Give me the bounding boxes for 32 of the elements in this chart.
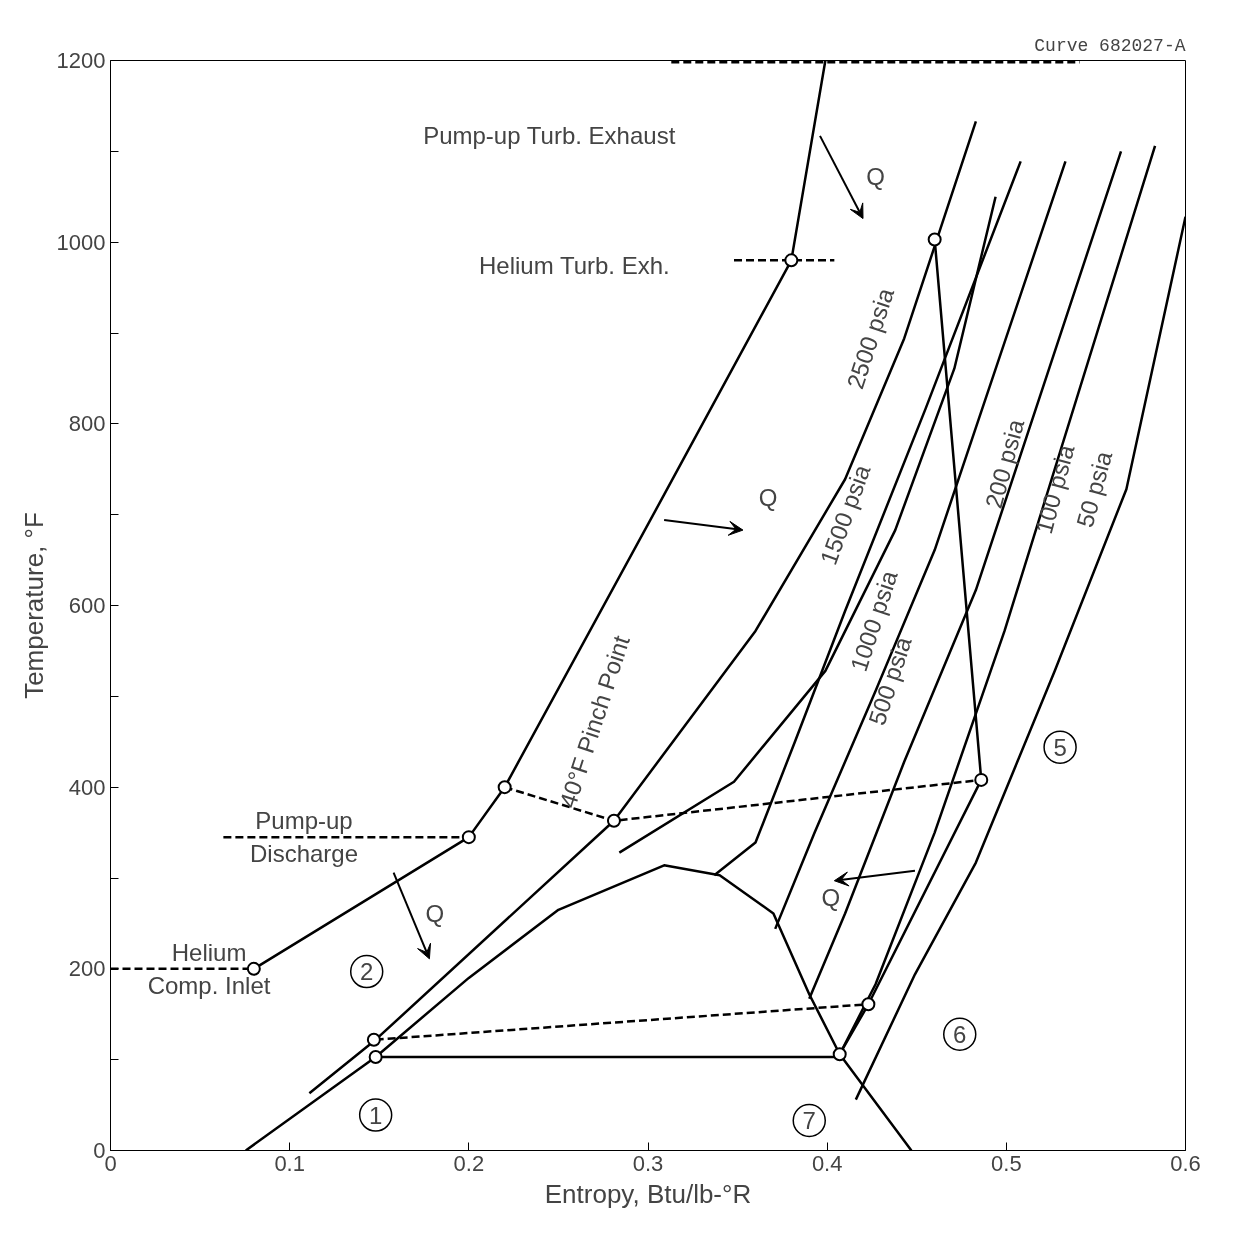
annotation: 7 bbox=[802, 1107, 816, 1135]
annotation: Pump-up Turb. Exhaust bbox=[423, 122, 676, 150]
text: Curve 682027-A bbox=[1034, 35, 1186, 56]
annotation: Helium Comp. Inlet bbox=[147, 939, 271, 999]
annotation: Q bbox=[821, 884, 841, 912]
x-tick-label: 0.5 bbox=[991, 1150, 1022, 1176]
y-tick-label: 1000 bbox=[56, 229, 106, 255]
annotation: 6 bbox=[953, 1020, 967, 1048]
x-tick-label: 0.2 bbox=[453, 1150, 485, 1176]
y-tick-label: 400 bbox=[68, 774, 106, 800]
annotation: Helium Turb. Exh. bbox=[478, 252, 670, 280]
annotation: 1 bbox=[368, 1101, 383, 1129]
annotation: Q bbox=[425, 899, 445, 927]
x-tick-label: 0.3 bbox=[632, 1150, 664, 1176]
annotation: 200 psia bbox=[979, 415, 1030, 512]
x-axis-title: Entropy, Btu/lb-°R bbox=[544, 1178, 752, 1209]
x-tick-label: 0.6 bbox=[1170, 1150, 1201, 1176]
annotation: Q bbox=[758, 483, 778, 511]
y-axis-title: Temperature, °F bbox=[18, 512, 49, 699]
annotation: 5 bbox=[1053, 733, 1067, 761]
annotation: 2 bbox=[360, 958, 374, 986]
y-tick-label: 600 bbox=[68, 593, 106, 618]
x-tick-label: 0.1 bbox=[274, 1150, 305, 1176]
y-tick-label: 800 bbox=[68, 411, 106, 437]
annotation: Q bbox=[866, 163, 885, 191]
annotation: 40°F Pinch Point bbox=[553, 632, 635, 812]
annotation: 2500 psia bbox=[841, 284, 900, 393]
annotation: 1500 psia bbox=[814, 460, 876, 569]
y-tick-label: 200 bbox=[68, 956, 106, 982]
x-tick-label: 0.4 bbox=[811, 1150, 843, 1176]
y-tick-label: 1200 bbox=[56, 48, 106, 73]
annotation: Pump-up Discharge bbox=[249, 807, 359, 867]
